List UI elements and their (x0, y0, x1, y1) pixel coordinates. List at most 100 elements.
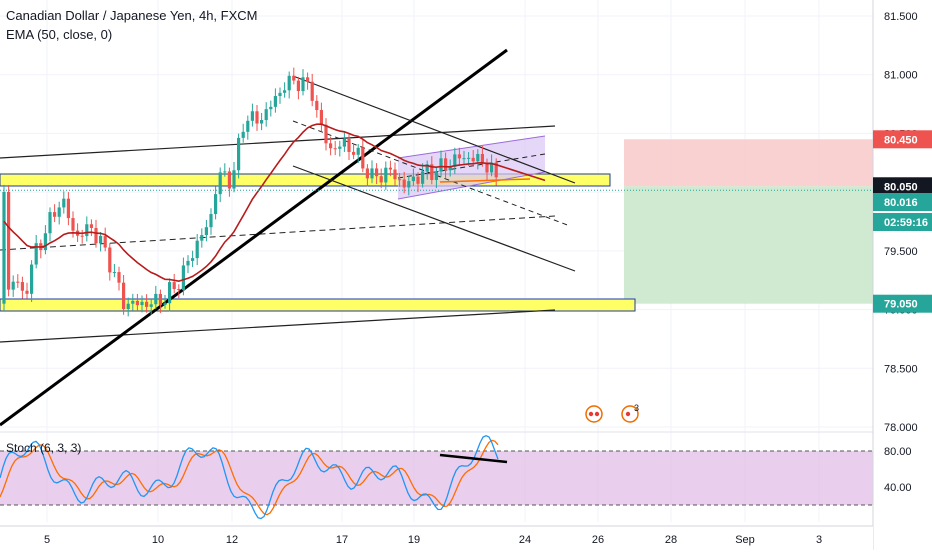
candle-body (393, 169, 397, 180)
candle-body (269, 106, 273, 110)
stop-loss-zone (624, 139, 873, 187)
stoch-divergence-line (439, 453, 508, 464)
events-badge[interactable]: 3 (584, 402, 644, 430)
candle-body (361, 147, 365, 169)
candle-body (457, 154, 461, 159)
x-tick-label: Sep (735, 534, 755, 546)
channel-mid-line (397, 153, 546, 179)
candle-body (53, 212, 57, 217)
ema-legend[interactable]: EMA (50, close, 0) (6, 27, 113, 42)
x-tick-label: 5 (44, 534, 50, 546)
candle-body (112, 272, 116, 274)
candle-body (66, 198, 70, 219)
x-tick-label: 3 (816, 534, 822, 546)
candle-body (411, 176, 415, 182)
candle-body (62, 198, 66, 208)
trend-lines (0, 48, 576, 427)
x-tick-label: 24 (519, 534, 531, 546)
candle-body (260, 119, 264, 124)
candle-body (149, 304, 153, 307)
price-axis: 81.50081.00080.50080.00079.50079.00078.5… (872, 0, 932, 550)
falling-channel-top (292, 75, 576, 184)
candle-body (480, 153, 484, 163)
candle-body (356, 147, 360, 155)
y-tick-label: 79.500 (884, 246, 918, 258)
candle-body (122, 282, 126, 309)
candle-body (333, 148, 337, 150)
candle-body (223, 171, 227, 173)
candle-body (264, 109, 268, 120)
candle-body (145, 301, 149, 307)
candle-body (384, 167, 388, 183)
candle-body (476, 153, 480, 162)
candle-body (191, 258, 195, 261)
candle-body (241, 131, 245, 138)
entry-price-tag (873, 177, 932, 196)
candle-body (416, 176, 420, 184)
falling-channel-bottom (292, 165, 576, 272)
candle-body (444, 158, 448, 171)
candle-body (250, 111, 254, 121)
candle-body (388, 167, 392, 170)
candle-body (306, 77, 310, 82)
candle-body (379, 176, 383, 183)
rising-channel-fill (398, 136, 545, 199)
chart-title: Canadian Dollar / Japanese Yen, 4h, FXCM (6, 8, 258, 23)
target-price-tag-label: 79.050 (884, 299, 918, 311)
candle-body (296, 80, 300, 92)
candle-body (434, 171, 438, 181)
candle-body (324, 124, 328, 144)
candle-body (273, 96, 277, 107)
candle-body (126, 303, 130, 309)
candle-body (135, 300, 139, 306)
candle-body (20, 282, 24, 291)
candle-body (319, 110, 323, 125)
candle-body (108, 247, 112, 273)
candle-body (448, 166, 452, 171)
candle-body (310, 81, 314, 101)
candle-body (462, 158, 466, 160)
candle-body (255, 111, 259, 124)
candle-body (292, 75, 296, 81)
y-tick-label: 78.500 (884, 363, 918, 375)
stoch-legend[interactable]: Stoch (6, 3, 3) (6, 441, 82, 455)
candle-body (398, 179, 402, 181)
candle-body (214, 194, 218, 215)
candle-body (85, 224, 89, 237)
candle-body (237, 137, 241, 171)
candle-body (154, 293, 158, 305)
stoch-y-tick-label: 80.00 (884, 446, 912, 458)
candle-body (218, 172, 222, 195)
last-price-tag (873, 193, 932, 211)
candle-body (34, 243, 38, 265)
candle-body (117, 272, 121, 283)
candle-body (352, 151, 356, 155)
stoch-pane (0, 431, 873, 520)
stop-price-tag (873, 130, 932, 149)
candle-body (402, 179, 406, 188)
time-axis-bg (0, 526, 873, 550)
candle-body (283, 90, 287, 93)
price-axis-bg (873, 0, 932, 550)
y-tick-label: 78.000 (884, 422, 918, 434)
main-uptrend-line (0, 48, 508, 427)
x-tick-label: 12 (226, 534, 238, 546)
candle-body (453, 154, 457, 167)
candle-body (131, 300, 135, 304)
overlay-orange-line (439, 178, 531, 183)
upper-trendline (0, 125, 556, 159)
lower-trendline (0, 309, 556, 343)
candle-body (494, 162, 498, 178)
candle-body (342, 138, 346, 147)
time-axis: 5 10 12 17 19 24 26 28 Sep 3 (0, 525, 873, 550)
candle-body (103, 235, 107, 248)
take-profit-zone (624, 186, 873, 304)
candle-body (421, 171, 425, 184)
last-price-tag-label: 80.016 (884, 197, 918, 209)
candle-body (227, 171, 231, 189)
candle-body (89, 224, 93, 228)
candle-body (485, 162, 489, 173)
candle-body (365, 168, 369, 179)
